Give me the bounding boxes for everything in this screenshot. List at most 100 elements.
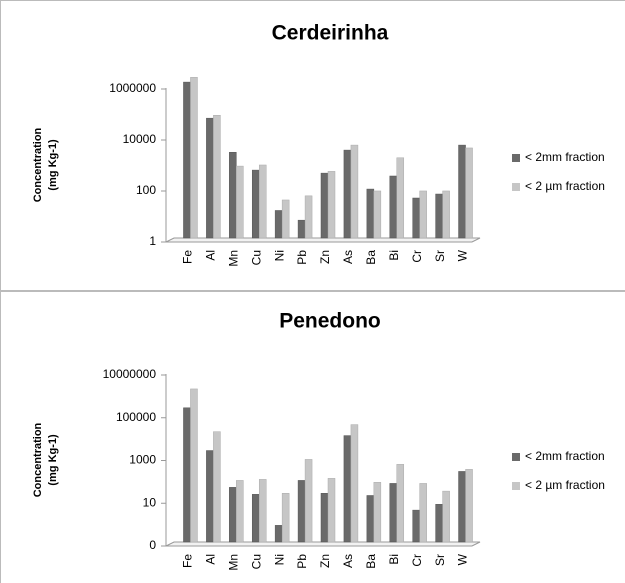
x-tick-label: Mn bbox=[226, 554, 240, 571]
y-axis-label: Concentration bbox=[32, 127, 44, 202]
x-tick-label: Bi bbox=[387, 554, 401, 565]
bar bbox=[229, 152, 237, 239]
bar bbox=[389, 483, 398, 543]
bar bbox=[327, 478, 336, 543]
bar bbox=[412, 509, 420, 543]
bar bbox=[183, 407, 191, 543]
bar bbox=[251, 169, 260, 239]
chart-title: Penedono bbox=[279, 310, 381, 333]
legend-swatch bbox=[512, 482, 520, 490]
y-axis-label: (mg Kg-1) bbox=[47, 434, 59, 486]
x-tick-label: Cr bbox=[410, 554, 424, 567]
bar bbox=[190, 77, 198, 239]
x-tick-label: Sr bbox=[433, 250, 447, 262]
x-tick-label: Cu bbox=[249, 250, 263, 265]
bar bbox=[373, 482, 382, 543]
chart-title: Cerdeirinha bbox=[272, 22, 389, 45]
bar bbox=[465, 469, 473, 543]
x-tick-label: Ni bbox=[272, 554, 286, 565]
bar bbox=[229, 487, 237, 543]
x-tick-label: Pb bbox=[295, 554, 309, 569]
x-tick-label: W bbox=[456, 249, 470, 261]
bar bbox=[343, 435, 352, 543]
bar bbox=[350, 424, 359, 543]
x-tick-label: Cu bbox=[249, 554, 263, 569]
bar bbox=[236, 165, 244, 239]
bar bbox=[435, 193, 443, 239]
x-tick-label: Ba bbox=[364, 554, 378, 569]
x-tick-label: Ni bbox=[272, 250, 286, 261]
x-tick-label: Fe bbox=[181, 554, 195, 568]
bar bbox=[396, 464, 405, 543]
x-tick-label: Bi bbox=[387, 250, 401, 261]
bar bbox=[274, 525, 283, 543]
floor bbox=[165, 541, 481, 547]
bar bbox=[251, 494, 260, 543]
legend-swatch bbox=[512, 183, 520, 191]
bar bbox=[458, 471, 466, 543]
bar bbox=[396, 157, 405, 239]
panel-border bbox=[0, 291, 625, 583]
bar bbox=[465, 147, 473, 239]
y-tick-label: 0 bbox=[149, 538, 156, 552]
bar bbox=[442, 490, 450, 543]
bar bbox=[419, 483, 427, 543]
floor bbox=[165, 237, 481, 243]
y-tick-label: 10 bbox=[143, 495, 157, 509]
x-tick-label: Al bbox=[204, 554, 218, 565]
bar bbox=[213, 115, 221, 239]
bar bbox=[419, 190, 427, 239]
bar bbox=[389, 175, 398, 239]
y-tick-label: 1000000 bbox=[109, 81, 156, 95]
x-tick-label: W bbox=[456, 553, 470, 565]
bar bbox=[458, 144, 466, 239]
x-tick-label: Ba bbox=[364, 250, 378, 265]
y-tick-label: 1000 bbox=[129, 453, 156, 467]
x-tick-label: Cr bbox=[410, 250, 424, 263]
legend-label: < 2 µm fraction bbox=[525, 478, 605, 492]
y-tick-label: 10000000 bbox=[103, 367, 157, 381]
bar bbox=[304, 459, 313, 543]
x-tick-label: Sr bbox=[433, 554, 447, 566]
bar bbox=[366, 188, 375, 239]
legend-swatch bbox=[512, 453, 520, 461]
bar bbox=[258, 164, 267, 239]
x-tick-label: As bbox=[341, 250, 355, 264]
x-tick-label: Pb bbox=[295, 250, 309, 265]
y-tick-label: 10000 bbox=[123, 132, 157, 146]
bar bbox=[320, 493, 329, 543]
bar bbox=[183, 81, 191, 239]
y-tick-label: 100000 bbox=[116, 410, 156, 424]
bar bbox=[320, 172, 329, 239]
legend-label: < 2mm fraction bbox=[525, 150, 605, 164]
y-tick-label: 100 bbox=[136, 183, 156, 197]
bar bbox=[412, 197, 420, 239]
x-tick-label: Fe bbox=[181, 250, 195, 264]
x-tick-label: Zn bbox=[318, 554, 332, 568]
y-tick-label: 1 bbox=[149, 234, 156, 248]
bar bbox=[297, 219, 306, 239]
bar bbox=[236, 480, 244, 543]
legend-label: < 2 µm fraction bbox=[525, 179, 605, 193]
bar bbox=[274, 210, 283, 239]
x-tick-label: Al bbox=[204, 250, 218, 261]
bar bbox=[304, 195, 313, 239]
bar bbox=[281, 199, 290, 239]
bar bbox=[327, 171, 336, 239]
bar bbox=[190, 388, 198, 543]
x-tick-label: Mn bbox=[226, 250, 240, 267]
x-tick-label: Zn bbox=[318, 250, 332, 264]
bar bbox=[258, 479, 267, 543]
bar bbox=[343, 149, 352, 239]
bar bbox=[206, 450, 214, 543]
bar bbox=[213, 431, 221, 543]
legend-label: < 2mm fraction bbox=[525, 449, 605, 463]
x-tick-label: As bbox=[341, 554, 355, 568]
bar bbox=[366, 495, 375, 543]
bar bbox=[206, 117, 214, 239]
y-axis-label: (mg Kg-1) bbox=[47, 139, 59, 191]
bar bbox=[297, 480, 306, 543]
bar bbox=[350, 144, 359, 239]
legend-swatch bbox=[512, 154, 520, 162]
